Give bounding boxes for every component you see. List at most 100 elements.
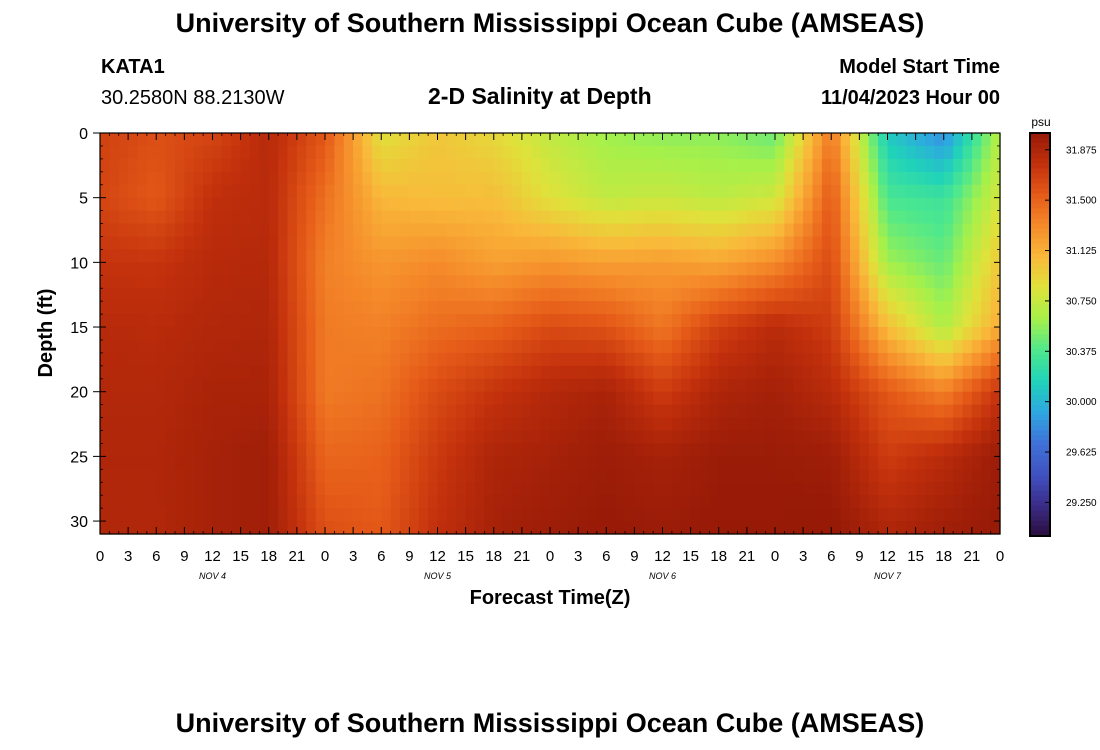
heatmap-cell xyxy=(925,262,935,276)
heatmap-cell xyxy=(268,210,279,225)
heatmap-cell xyxy=(390,184,401,199)
x-tick-label: 12 xyxy=(654,548,671,565)
heatmap-cell xyxy=(353,262,364,276)
heatmap-cell xyxy=(868,352,879,367)
heatmap-cell xyxy=(446,378,457,393)
heatmap-cell xyxy=(512,171,523,186)
heatmap-cell xyxy=(850,327,860,341)
heatmap-cell xyxy=(746,508,757,522)
heatmap-cell xyxy=(175,327,185,341)
heatmap-cell xyxy=(671,339,682,354)
heatmap-cell xyxy=(109,288,120,302)
heatmap-cell xyxy=(690,314,701,328)
heatmap-cell xyxy=(643,171,654,186)
heatmap-cell xyxy=(700,339,710,354)
heatmap-cell xyxy=(568,495,579,509)
heatmap-cell xyxy=(437,430,448,445)
heatmap-cell xyxy=(700,391,710,406)
colorbar-segment xyxy=(1030,450,1050,456)
heatmap-cell xyxy=(475,391,485,406)
heatmap-cell xyxy=(868,158,879,173)
heatmap-cell xyxy=(531,249,542,263)
heatmap-cell xyxy=(625,456,635,470)
heatmap-cell xyxy=(343,456,354,470)
heatmap-cell xyxy=(240,327,251,341)
heatmap-cell xyxy=(775,443,785,457)
heatmap-cell xyxy=(287,404,298,419)
heatmap-cell xyxy=(362,197,373,212)
heatmap-cell xyxy=(634,249,645,263)
heatmap-cell xyxy=(971,262,982,276)
heatmap-cell xyxy=(765,288,776,302)
heatmap-cell xyxy=(671,378,682,393)
heatmap-cell xyxy=(775,210,785,225)
heatmap-cell xyxy=(943,314,954,328)
heatmap-cell xyxy=(259,236,270,251)
heatmap-cell xyxy=(418,521,429,535)
heatmap-cell xyxy=(775,495,785,509)
heatmap-cell xyxy=(203,223,214,238)
heatmap-cell xyxy=(371,197,382,212)
heatmap-cell xyxy=(840,417,851,432)
heatmap-cell xyxy=(100,171,110,186)
heatmap-cell xyxy=(990,210,1001,225)
heatmap-cell xyxy=(756,262,767,276)
x-day-label: NOV 4 xyxy=(199,571,226,581)
heatmap-cell xyxy=(803,158,814,173)
heatmap-cell xyxy=(503,197,514,212)
heatmap-cell xyxy=(821,430,832,445)
heatmap-cell xyxy=(756,171,767,186)
heatmap-cell xyxy=(962,482,973,496)
heatmap-cell xyxy=(240,184,251,199)
heatmap-cell xyxy=(587,417,598,432)
heatmap-cell xyxy=(906,521,917,535)
colorbar-segment xyxy=(1030,490,1050,497)
heatmap-cell xyxy=(793,249,804,263)
heatmap-cell xyxy=(812,404,823,419)
heatmap-cell xyxy=(409,521,420,535)
colorbar-segment xyxy=(1030,158,1050,164)
heatmap-cell xyxy=(634,391,645,406)
heatmap-cell xyxy=(296,443,307,457)
heatmap-cell xyxy=(934,288,945,302)
heatmap-cell xyxy=(615,404,626,419)
heatmap-cell xyxy=(259,288,270,302)
heatmap-cell xyxy=(559,288,570,302)
heatmap-cell xyxy=(812,158,823,173)
heatmap-cell xyxy=(250,456,260,470)
heatmap-cell xyxy=(981,365,992,380)
heatmap-cell xyxy=(540,378,551,393)
y-axis-label: Depth (ft) xyxy=(35,289,57,378)
heatmap-cell xyxy=(550,314,560,328)
heatmap-cell xyxy=(850,184,860,199)
heatmap-cell xyxy=(175,184,185,199)
colorbar-segment xyxy=(1030,208,1050,215)
heatmap-cell xyxy=(100,223,110,238)
heatmap-cell xyxy=(203,158,214,173)
heatmap-cell xyxy=(559,417,570,432)
heatmap-cell xyxy=(737,365,748,380)
heatmap-cell xyxy=(250,223,260,238)
heatmap-cell xyxy=(578,482,589,496)
heatmap-cell xyxy=(953,404,964,419)
heatmap-cell xyxy=(409,391,420,406)
heatmap-cell xyxy=(521,158,532,173)
heatmap-cell xyxy=(681,469,692,483)
y-tick-label: 30 xyxy=(70,514,88,531)
heatmap-cell xyxy=(128,417,139,432)
heatmap-cell xyxy=(212,508,223,522)
heatmap-cell xyxy=(475,327,485,341)
heatmap-cell xyxy=(240,417,251,432)
heatmap-cell xyxy=(746,352,757,367)
heatmap-cell xyxy=(981,352,992,367)
heatmap-cell xyxy=(878,133,889,147)
heatmap-cell xyxy=(503,223,514,238)
heatmap-cell xyxy=(990,262,1001,276)
heatmap-cell xyxy=(353,249,364,263)
heatmap-cell xyxy=(465,301,476,315)
heatmap-cell xyxy=(456,236,467,251)
colorbar-frame xyxy=(1029,132,1051,537)
heatmap-cell xyxy=(512,184,523,199)
heatmap-cell xyxy=(953,430,964,445)
heatmap-cell xyxy=(700,275,710,289)
